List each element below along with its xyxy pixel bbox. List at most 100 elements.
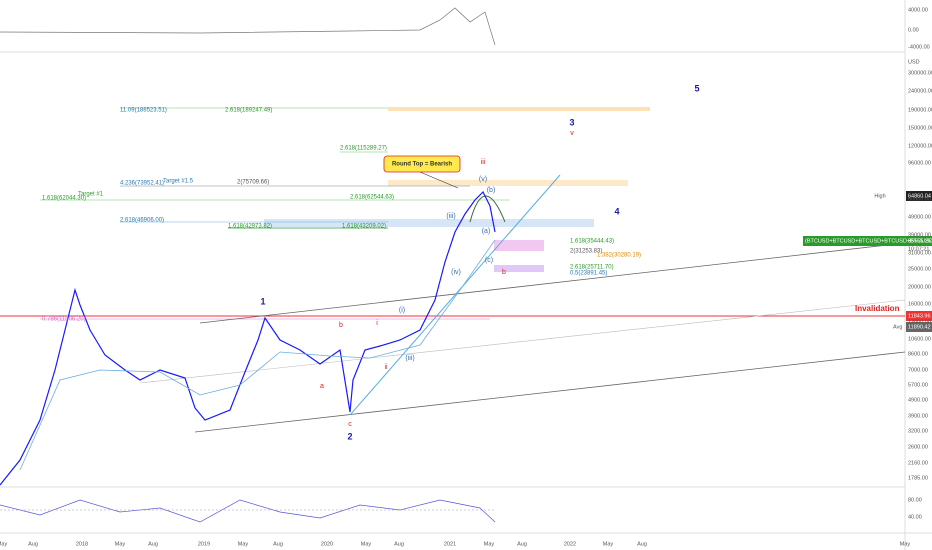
- price-tick-label: 39000.00: [908, 232, 931, 238]
- time-tick-label: Aug: [517, 541, 527, 547]
- indicator-tick-label: 4000.00: [908, 7, 928, 13]
- moving-average: [19, 239, 496, 471]
- trend-line: [349, 174, 561, 416]
- price-tick-label: 190000.00: [908, 107, 932, 113]
- wave-label: ii: [384, 364, 388, 371]
- wave-label: iii: [481, 159, 486, 166]
- time-tick-label: May: [603, 541, 614, 547]
- price-tick-label: 300000.00: [908, 70, 932, 76]
- fib-zone: [388, 107, 650, 111]
- time-tick-label: 2019: [198, 541, 210, 547]
- price-tick-label: 8600.00: [908, 351, 928, 357]
- time-tick-label: 2018: [76, 541, 88, 547]
- rsi-tick-label: 80.00: [908, 497, 922, 503]
- time-tick-label: Aug: [394, 541, 404, 547]
- price-tick-label: 240000.00: [908, 88, 932, 94]
- current-price: 35555.25: [908, 238, 931, 244]
- wave-label: (v): [479, 176, 487, 183]
- price-tick-label: 31000.00: [908, 250, 931, 256]
- price-tick-label: 16000.00: [908, 301, 931, 307]
- fib-label: 0.5(23891.45): [570, 271, 607, 277]
- fib-label: 0.786(11506.20): [42, 317, 86, 323]
- price-tag: [906, 322, 932, 332]
- high-label: High: [874, 193, 885, 199]
- wave-label: b: [339, 322, 343, 329]
- channel-line: [194, 351, 906, 433]
- invalidation-tag: 11843.96: [908, 313, 931, 319]
- fib-label: 2.618(62544.63): [350, 195, 394, 201]
- price-tick-label: 120000.00: [908, 143, 932, 149]
- price-tick-label: 96000.00: [908, 160, 931, 166]
- wave-label: 4: [614, 206, 619, 216]
- time-tick-label: Aug: [28, 541, 38, 547]
- price-tag: [803, 236, 932, 246]
- time-tick-label: 2021: [444, 541, 456, 547]
- wave-label: v: [570, 130, 574, 137]
- symbol-tag: (BTCUSD+BTCUSD+BTCUSD+BTCUSD+BTCUSD)/5: [805, 238, 932, 244]
- price-tick-label: 60000.00: [908, 196, 931, 202]
- callout-text: Round Top = Bearish: [392, 162, 452, 168]
- time-tick-label: May: [361, 541, 372, 547]
- wave-label: (b): [487, 187, 496, 194]
- price-tick-label: 25000.00: [908, 266, 931, 272]
- time-tick-label: 2020: [321, 541, 333, 547]
- wave-label: c: [348, 421, 352, 428]
- wave-label: 3: [569, 117, 574, 127]
- price-tick-label: 2600.00: [908, 444, 928, 450]
- target-label: Target #1: [78, 192, 104, 198]
- channel-line: [139, 299, 906, 384]
- wave-label: 2: [347, 431, 352, 441]
- price-tick-label: 10600.00: [908, 336, 931, 342]
- wave-label: (iii): [405, 355, 414, 362]
- fib-label: 1.618(42973.82): [228, 224, 272, 230]
- avg-label: Avg: [893, 324, 902, 330]
- wave-label: 5: [694, 83, 699, 93]
- price-tick-label: 20000.00: [908, 284, 931, 290]
- time-tick-label: Aug: [148, 541, 158, 547]
- callout-pointer: [419, 171, 459, 189]
- avg-tag: 11890.42: [908, 324, 931, 330]
- fib-label: 2.618(46906.00): [120, 218, 164, 224]
- price-tag: [906, 191, 932, 201]
- time-tick-label: May: [115, 541, 126, 547]
- indicator-tick-label: 0.00: [908, 27, 919, 33]
- price-unit: USD: [908, 59, 920, 65]
- indicator-line: [0, 7, 496, 46]
- indicator-tick-label: -4000.00: [908, 44, 930, 50]
- wave-label: (a): [482, 228, 491, 235]
- price-tick-label: 3900.00: [908, 413, 928, 419]
- price-tick-label: 4900.00: [908, 397, 928, 403]
- fib-label: 4.236(73952.41): [120, 181, 164, 187]
- wave-label: 1: [260, 296, 265, 306]
- price-line: [0, 190, 496, 486]
- fib-zone: [388, 180, 628, 186]
- price-tick-label: 5700.00: [908, 382, 928, 388]
- fib-label: 2(31253.83): [570, 249, 602, 255]
- invalidation-label: Invalidation: [855, 304, 900, 313]
- fib-zone: [494, 265, 544, 272]
- callout-box: [383, 155, 461, 173]
- fib-zone: [264, 219, 594, 227]
- price-tick-label: 3200.00: [908, 428, 928, 434]
- fib-label: 2.618(115289.27): [340, 146, 387, 152]
- price-tick-label: 2160.00: [908, 460, 928, 466]
- wave-label: (iv): [451, 269, 461, 276]
- time-tick-label: May: [238, 541, 249, 547]
- wave-label: a: [320, 383, 324, 390]
- fib-label: 2.618(189247.49): [225, 108, 272, 114]
- fib-label: 2.618(25711.70): [570, 265, 614, 271]
- fib-label: 11.09(188523.51): [120, 108, 167, 114]
- wave-label: (iii): [446, 213, 455, 220]
- time-tick-label: May: [0, 541, 7, 547]
- time-tick-label: Aug: [637, 541, 647, 547]
- wave-label: (i): [399, 307, 405, 314]
- wave-label: (c): [485, 257, 493, 264]
- price-tick-label: 13000.00: [908, 319, 931, 325]
- fib-label: 1.618(62044.30): [42, 196, 86, 202]
- round-top-arc: [469, 195, 506, 223]
- high-tag: 64860.04: [908, 193, 931, 199]
- price-tick-label: 49000.00: [908, 214, 931, 220]
- countdown: 10:07:21: [908, 246, 929, 252]
- fib-label: 1.618(35444.43): [570, 239, 614, 245]
